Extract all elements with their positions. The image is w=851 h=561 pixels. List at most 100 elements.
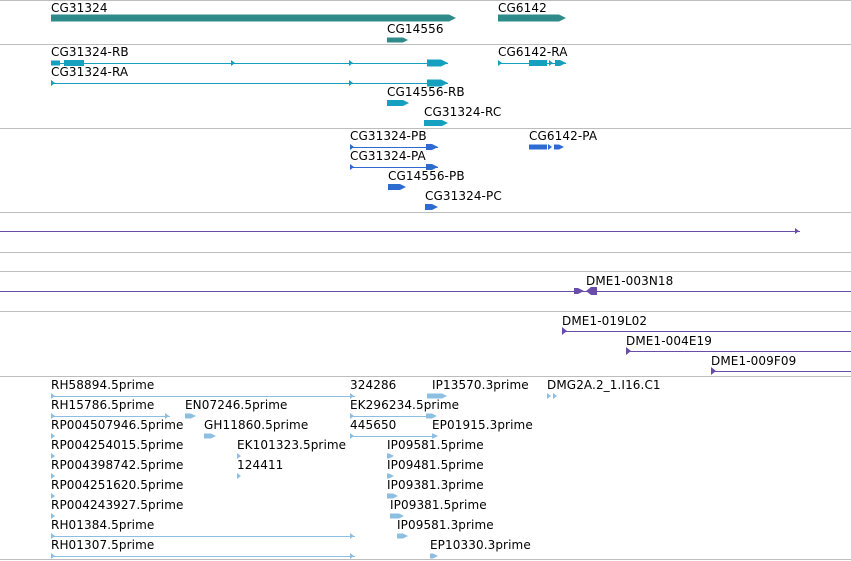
transcript-exon[interactable] (51, 60, 60, 66)
est-block[interactable] (387, 473, 394, 479)
feature-label-protein-2: CG31324-PA (350, 149, 426, 163)
feature-label-est-21: RH01384.5prime (51, 518, 155, 532)
strand-chevron[interactable] (548, 144, 552, 150)
clone-end-marker[interactable] (574, 288, 584, 294)
transcript-exon[interactable] (64, 60, 84, 66)
feature-label-transcript-0: CG31324-RB (51, 45, 129, 59)
protein-exon[interactable] (426, 164, 438, 170)
strand-chevron[interactable] (349, 80, 353, 86)
feature-label-transcript-1: CG6142-RA (498, 45, 568, 59)
transcript-exon[interactable] (387, 100, 409, 106)
strand-chevron[interactable] (350, 433, 354, 439)
feature-label-gene-0: CG31324 (51, 1, 108, 15)
feature-label-clone-3: DME1-009F09 (711, 354, 797, 368)
strand-chevron[interactable] (350, 553, 354, 559)
strand-chevron[interactable] (51, 513, 55, 519)
strand-chevron[interactable] (711, 367, 716, 375)
est-block[interactable] (426, 413, 437, 419)
est-block[interactable] (185, 413, 196, 419)
strand-chevron[interactable] (51, 453, 55, 459)
strand-chevron[interactable] (231, 60, 235, 66)
est-block[interactable] (387, 453, 394, 459)
strand-chevron[interactable] (350, 533, 354, 539)
strand-chevron[interactable] (562, 327, 567, 335)
feature-label-est-8: GH11860.5prime (204, 418, 309, 432)
strand-chevron[interactable] (165, 413, 169, 419)
strand-chevron[interactable] (549, 60, 553, 66)
strand-chevron[interactable] (547, 393, 551, 399)
feature-label-est-23: RH01307.5prime (51, 538, 155, 552)
est-block[interactable] (432, 433, 438, 439)
feature-label-est-7: RP004507946.5prime (51, 418, 184, 432)
transcript-exon[interactable] (424, 120, 448, 126)
feature-label-est-17: RP004251620.5prime (51, 478, 184, 492)
feature-label-est-22: IP09581.3prime (397, 518, 494, 532)
feature-label-est-15: 124411 (237, 458, 284, 472)
strand-chevron[interactable] (350, 393, 354, 399)
transcript-exon[interactable] (529, 60, 547, 66)
transcript-exon[interactable] (427, 79, 448, 87)
feature-label-protein-1: CG6142-PA (529, 129, 598, 143)
strand-chevron[interactable] (51, 393, 55, 399)
feature-label-est-19: RP004243927.5prime (51, 498, 184, 512)
protein-exon[interactable] (388, 184, 406, 190)
strand-chevron[interactable] (626, 347, 631, 355)
feature-label-clone-2: DME1-004E19 (626, 334, 712, 348)
feature-label-gene-2: CG14556 (387, 22, 444, 36)
feature-label-est-4: RH15786.5prime (51, 398, 155, 412)
strand-chevron[interactable] (498, 60, 502, 66)
feature-label-clone-0: DME1-003N18 (586, 274, 674, 288)
strand-chevron[interactable] (350, 144, 354, 150)
strand-chevron[interactable] (51, 553, 55, 559)
strand-chevron[interactable] (237, 473, 241, 479)
feature-label-est-24: EP10330.3prime (430, 538, 531, 552)
clone-end-marker[interactable] (586, 287, 597, 295)
est-block[interactable] (397, 533, 408, 539)
feature-label-est-12: EK101323.5prime (237, 438, 347, 452)
feature-label-protein-0: CG31324-PB (350, 129, 427, 143)
feature-label-est-16: IP09481.5prime (387, 458, 484, 472)
est-block[interactable] (204, 433, 216, 439)
est-block[interactable] (427, 393, 447, 399)
strand-chevron[interactable] (51, 80, 55, 86)
strand-chevron[interactable] (237, 453, 241, 459)
feature-label-clone-1: DME1-019L02 (562, 314, 648, 328)
transcript-exon[interactable] (427, 59, 448, 67)
est-block[interactable] (387, 493, 398, 499)
feature-label-est-10: EP01915.3prime (432, 418, 533, 432)
strand-chevron[interactable] (553, 393, 557, 399)
strand-chevron[interactable] (51, 433, 55, 439)
est-block[interactable] (430, 553, 438, 559)
gene-bar-cg6142[interactable] (498, 14, 566, 22)
feature-label-est-9: 445650 (350, 418, 397, 432)
strand-chevron[interactable] (350, 164, 354, 170)
gene-bar-cg14556[interactable] (387, 37, 408, 43)
feature-label-est-18: IP09381.3prime (387, 478, 484, 492)
feature-label-est-11: RP004254015.5prime (51, 438, 184, 452)
feature-label-est-3: DMG2A.2_1.I16.C1 (547, 378, 661, 392)
feature-label-est-2: IP13570.3prime (432, 378, 529, 392)
strand-chevron[interactable] (350, 413, 354, 419)
strand-chevron[interactable] (51, 533, 55, 539)
feature-label-est-1: 324286 (350, 378, 397, 392)
transcript-exon[interactable] (555, 60, 566, 66)
strand-chevron[interactable] (51, 473, 55, 479)
protein-exon[interactable] (529, 144, 547, 150)
feature-label-transcript-3: CG14556-RB (387, 85, 465, 99)
strand-chevron[interactable] (795, 228, 799, 234)
feature-label-gene-1: CG6142 (498, 1, 547, 15)
protein-exon[interactable] (425, 204, 438, 210)
feature-label-est-5: EN07246.5prime (185, 398, 288, 412)
feature-label-est-20: IP09381.5prime (390, 498, 487, 512)
feature-label-est-14: RP004398742.5prime (51, 458, 184, 472)
strand-chevron[interactable] (349, 60, 353, 66)
protein-exon[interactable] (554, 144, 564, 150)
strand-chevron[interactable] (51, 493, 55, 499)
est-block[interactable] (390, 513, 404, 519)
gene-bar-cg31324[interactable] (51, 14, 456, 22)
protein-exon[interactable] (426, 144, 438, 150)
strand-chevron[interactable] (51, 413, 55, 419)
